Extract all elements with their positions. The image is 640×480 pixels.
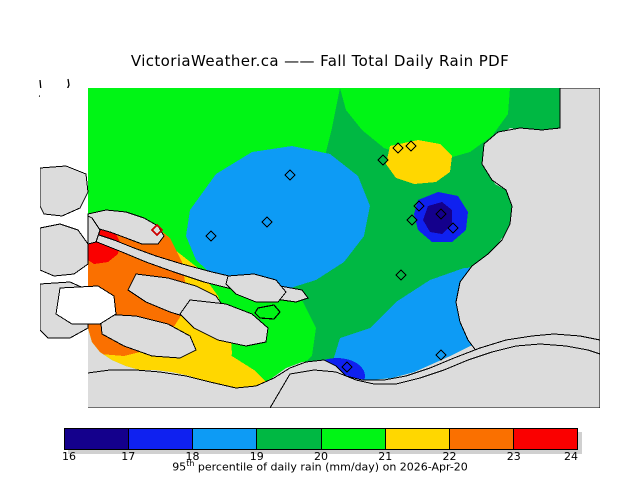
colorbar-tick-24: 24 — [564, 450, 578, 463]
colorbar-tick-21: 21 — [378, 450, 393, 463]
station-marker — [205, 230, 217, 242]
station-marker — [284, 169, 296, 181]
colorbar-segment-21-22[interactable] — [385, 429, 450, 449]
colorbar-tick-23: 23 — [506, 450, 521, 463]
colorbar-caption: 95th percentile of daily rain (mm/day) o… — [0, 459, 640, 474]
colorbar-tick-19: 19 — [249, 450, 264, 463]
colorbar-tick-17: 17 — [121, 450, 136, 463]
station-marker — [377, 154, 389, 166]
caption-prefix: 95 — [172, 460, 187, 474]
station-marker — [406, 214, 418, 226]
station-marker — [405, 140, 417, 152]
colorbar[interactable] — [64, 428, 578, 450]
station-marker — [435, 349, 447, 361]
colorbar-segment-22-23[interactable] — [449, 429, 514, 449]
caption-superscript: th — [186, 459, 195, 468]
station-marker — [341, 361, 353, 373]
colorbar-ticks: 16 17 18 19 20 21 22 23 24 — [62, 450, 578, 466]
colorbar-segment-17-18[interactable] — [129, 429, 194, 449]
colorbar-tick-22: 22 — [442, 450, 457, 463]
caption-rest: percentile of daily rain (mm/day) on 202… — [194, 460, 468, 474]
colorbar-tick-18: 18 — [185, 450, 200, 463]
colorbar-segment-19-20[interactable] — [257, 429, 322, 449]
page-title: VictoriaWeather.ca —— Fall Total Daily R… — [130, 52, 510, 70]
station-marker-highlight — [150, 223, 164, 237]
station-marker — [392, 142, 404, 154]
colorbar-tick-16: 16 — [62, 450, 76, 463]
station-marker — [413, 200, 425, 212]
station-marker — [447, 222, 459, 234]
station-marker — [435, 208, 447, 220]
coastline-overlay — [40, 88, 600, 408]
colorbar-segment-18-19[interactable] — [193, 429, 258, 449]
contour-map — [40, 88, 600, 408]
colorbar-tick-20: 20 — [314, 450, 328, 463]
colorbar-segment-20-21[interactable] — [321, 429, 386, 449]
contour-map-panel[interactable] — [40, 88, 600, 408]
station-marker — [395, 269, 407, 281]
colorbar-segment-23-24[interactable] — [513, 429, 577, 449]
station-marker — [261, 216, 273, 228]
station-markers[interactable] — [150, 140, 459, 373]
colorbar-segment-16-17[interactable] — [65, 429, 130, 449]
